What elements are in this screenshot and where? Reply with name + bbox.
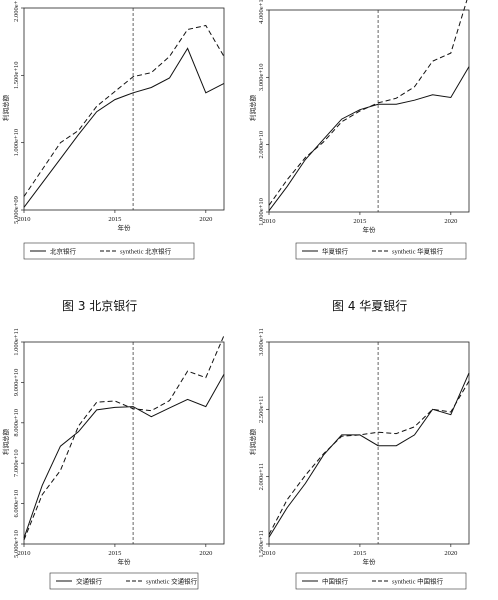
series-line-actual — [23, 374, 225, 539]
y-tick-label: 2.000e+10 — [258, 131, 265, 159]
y-tick-label: 3.000e+11 — [258, 328, 265, 355]
x-tick-label: 2020 — [199, 216, 212, 223]
y-tick-label: 9.000e+10 — [13, 369, 20, 397]
y-axis-title: 利润总额 — [1, 429, 10, 456]
y-tick-label: 8.000e+10 — [13, 409, 20, 437]
y-tick-label: 1.500e+11 — [258, 530, 265, 557]
legend-label: 华夏银行 — [322, 246, 349, 255]
x-axis-title: 年份 — [363, 225, 377, 234]
caption-figure-4: 图 4 华夏银行 — [332, 299, 408, 313]
x-axis-title: 年份 — [118, 557, 132, 566]
chart-panel-3: 2010 2015 2020 5.000e+10 6.000e+10 7.000e+10 8… — [1, 328, 225, 590]
series-line-synthetic — [23, 335, 225, 541]
y-tick-label: 1.000e+11 — [13, 328, 20, 355]
x-tick-label: 2010 — [263, 218, 276, 225]
legend-label: synthetic 交通银行 — [146, 576, 198, 585]
legend-label: 中国银行 — [322, 576, 349, 585]
caption-figure-3: 图 3 北京银行 — [62, 299, 138, 313]
plot-frame — [268, 9, 470, 213]
chart-panel-4: 2010 2015 2020 1.500e+11 2.000e+11 2.500e+11 3… — [248, 328, 470, 590]
legend: 中国银行 synthetic 中国银行 — [295, 572, 467, 590]
plot-frame — [268, 341, 470, 545]
series-line-actual — [268, 372, 470, 538]
series-line-synthetic — [23, 24, 225, 197]
legend-label: 交通银行 — [76, 576, 103, 585]
x-tick-label: 2020 — [444, 218, 457, 225]
y-axis-title: 利润总额 — [248, 95, 257, 122]
y-tick-label: 6.000e+10 — [13, 490, 20, 518]
series-line-actual — [23, 47, 225, 208]
x-tick-label: 2010 — [18, 550, 31, 557]
x-tick-label: 2020 — [199, 550, 212, 557]
x-tick-label: 2015 — [108, 216, 121, 223]
x-tick-label: 2010 — [263, 550, 276, 557]
x-tick-label: 2015 — [353, 218, 366, 225]
y-tick-label: 1.500e+10 — [13, 61, 20, 89]
y-tick-label: 2.000e+11 — [258, 463, 265, 490]
y-tick-label: 5.000e+09 — [13, 196, 20, 224]
legend-label: synthetic 中国银行 — [392, 576, 444, 585]
y-axis-title: 利润总额 — [248, 429, 257, 456]
y-tick-label: 7.000e+10 — [13, 449, 20, 477]
legend: 北京银行 synthetic 北京银行 — [23, 242, 195, 260]
legend-label: synthetic 华夏银行 — [392, 246, 444, 255]
legend-box — [49, 572, 199, 590]
x-tick-label: 2010 — [18, 216, 31, 223]
plot-frame — [23, 341, 225, 545]
y-tick-label: 1.000e+10 — [258, 198, 265, 226]
x-axis-title: 年份 — [363, 557, 377, 566]
legend-label: synthetic 北京银行 — [120, 246, 172, 255]
y-tick-label: 3.000e+10 — [258, 63, 265, 91]
y-tick-label: 5.000e+10 — [13, 530, 20, 558]
y-tick-label: 2.500e+11 — [258, 396, 265, 423]
y-tick-label: 1.000e+10 — [13, 129, 20, 157]
chart-panel-2: 2010 2015 2020 1.000e+10 2.000e+10 3.000e+10 4… — [248, 0, 470, 260]
y-axis-title: 利润总额 — [1, 95, 10, 122]
series-line-synthetic — [268, 380, 470, 535]
x-tick-label: 2015 — [108, 550, 121, 557]
y-tick-label: 4.000e+10 — [258, 0, 265, 24]
x-axis-title: 年份 — [118, 223, 132, 232]
plot-frame — [23, 7, 225, 211]
legend-label: 北京银行 — [50, 246, 77, 255]
legend: 交通银行 synthetic 交通银行 — [49, 572, 199, 590]
legend: 华夏银行 synthetic 华夏银行 — [295, 242, 467, 260]
x-tick-label: 2015 — [353, 550, 366, 557]
series-line-actual — [268, 66, 470, 211]
chart-panel-1: 2010 2015 2020 5.000e+09 1.000e+10 1.500e+10 2… — [1, 0, 225, 260]
y-tick-label: 2.000e+10 — [13, 0, 20, 22]
x-tick-label: 2020 — [444, 550, 457, 557]
series-line-synthetic — [268, 0, 468, 206]
